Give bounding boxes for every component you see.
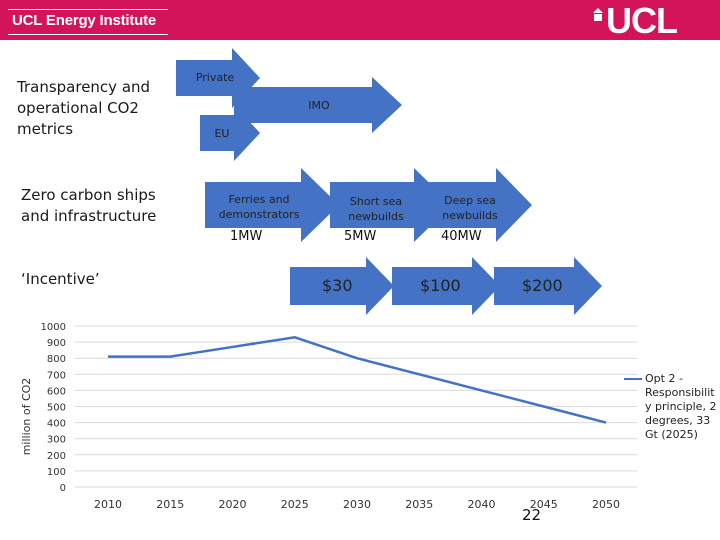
arrow-price-200: $200 [494, 257, 602, 315]
institute-name: UCL Energy Institute [12, 12, 157, 29]
arrow-short-sea-label: Short sea newbuilds [348, 195, 404, 223]
x-tick-label: 2045 [530, 498, 558, 511]
x-tick-label: 2025 [281, 498, 309, 511]
x-tick-label: 2010 [94, 498, 122, 511]
y-tick-label: 0 [60, 483, 66, 494]
header-bar: UCL Energy Institute UCL [0, 0, 720, 40]
arrow-deep-sea-label: Deep sea newbuilds [442, 194, 498, 222]
y-tick-label: 900 [47, 338, 66, 349]
arrow-imo: IMO [234, 77, 402, 133]
x-tick-label: 2030 [343, 498, 371, 511]
mw-short-sea: 5MW [344, 229, 377, 244]
header-rule-top [8, 9, 168, 10]
x-tick-label: 2020 [219, 498, 247, 511]
y-tick-label: 1000 [41, 322, 66, 333]
mw-deep-sea: 40MW [441, 229, 482, 244]
row-label-zero-carbon: Zero carbon ships and infrastructure [21, 186, 157, 225]
x-tick-label: 2050 [592, 498, 620, 511]
arrow-private-label: Private [195, 71, 235, 84]
mw-ferries: 1MW [230, 229, 263, 244]
y-tick-label: 400 [47, 419, 66, 430]
arrow-imo-label: IMO [308, 99, 330, 112]
arrow-eu: EU [200, 105, 260, 161]
arrow-ferries-label: Ferries and demonstrators [218, 193, 300, 221]
ucl-crest-icon [593, 8, 603, 21]
series-line [108, 335, 607, 424]
arrow-deep-sea: Deep sea newbuilds [420, 168, 532, 242]
y-tick-label: 600 [47, 386, 66, 397]
y-axis-label: million of CO2 [20, 378, 33, 456]
header-rule-bottom [8, 34, 168, 35]
arrow-ferries: Ferries and demonstrators [205, 168, 339, 242]
row-label-incentive: ‘Incentive’ [21, 270, 100, 288]
row-label-transparency: Transparency and operational CO2 metrics [17, 78, 151, 138]
y-tick-label: 800 [47, 354, 66, 365]
price-100: $100 [420, 276, 461, 295]
arrow-eu-label: EU [214, 127, 230, 140]
ucl-logo: UCL [606, 0, 678, 41]
x-tick-label: 2015 [156, 498, 184, 511]
y-tick-label: 200 [47, 451, 66, 462]
x-tick-label: 2035 [405, 498, 433, 511]
x-tick-label: 2040 [468, 498, 496, 511]
legend-label: Opt 2 - Responsibilit y principle, 2 deg… [645, 372, 717, 441]
y-tick-label: 100 [47, 467, 66, 478]
legend-swatch [624, 378, 642, 380]
arrow-price-100: $100 [392, 257, 500, 315]
arrow-price-30: $30 [290, 257, 394, 315]
y-tick-label: 700 [47, 370, 66, 381]
y-tick-label: 500 [47, 403, 66, 414]
page-number: 22 [522, 506, 542, 524]
y-tick-label: 300 [47, 435, 66, 446]
price-30: $30 [322, 276, 353, 295]
price-200: $200 [522, 276, 563, 295]
